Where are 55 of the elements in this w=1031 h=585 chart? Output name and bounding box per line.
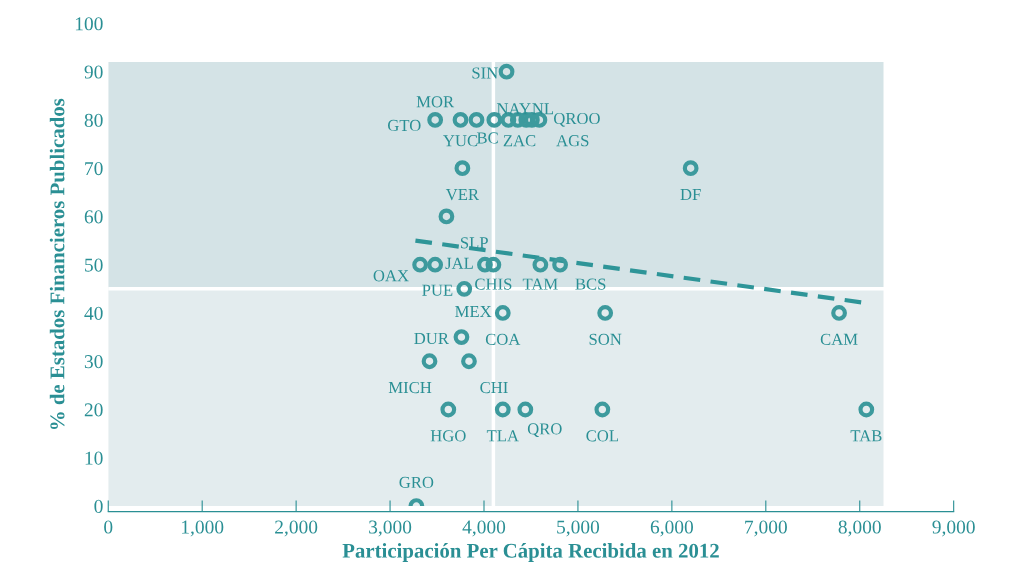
annotation: NAY xyxy=(496,103,531,115)
annotation: MICH xyxy=(388,381,432,394)
annotation: OAX xyxy=(373,270,409,282)
y-tick-label: 50 xyxy=(85,258,103,272)
annotation: PUE xyxy=(422,284,453,296)
x-tick-label: 5,000 xyxy=(557,520,600,537)
y-tick-label: 40 xyxy=(84,306,103,320)
annotation: DUR xyxy=(414,332,449,345)
annotation: SLP xyxy=(460,237,488,249)
annotation: TLA xyxy=(486,430,519,442)
y-tick-label: 70 xyxy=(85,162,103,176)
annotation: CHI xyxy=(480,381,508,394)
annotation: NL xyxy=(532,103,554,115)
y-tick-label: 90 xyxy=(84,65,103,79)
x-tick-label: 8,000 xyxy=(838,520,881,537)
annotation: COA xyxy=(485,333,521,345)
x-tick-label: 6,000 xyxy=(650,520,693,537)
annotation: BC xyxy=(476,132,498,144)
x-tick-label: 9,000 xyxy=(932,520,975,537)
x-tick-label: 3,000 xyxy=(369,520,412,537)
x-tick-label: 4,000 xyxy=(462,520,506,537)
annotation: TAB xyxy=(850,430,882,442)
annotation: MEX xyxy=(455,306,492,317)
annotation: JAL xyxy=(445,257,473,269)
annotation: QROO xyxy=(553,112,600,127)
y-tick-label: 100 xyxy=(75,17,103,31)
x-tick-label: 0 xyxy=(104,520,113,534)
annotation: CHIS xyxy=(475,278,512,290)
annotation: COL xyxy=(586,430,619,442)
annotation: AGS xyxy=(556,135,589,147)
x-tick-label: 2,000 xyxy=(275,520,318,537)
annotation: BCS xyxy=(575,278,606,290)
annotation: SIN xyxy=(472,67,498,79)
annotation: GRO xyxy=(399,476,434,488)
y-tick-label: 20 xyxy=(84,403,103,417)
annotation: GTO xyxy=(387,119,421,132)
x-tick-label: 7,000 xyxy=(745,520,787,537)
annotation: CAM xyxy=(820,333,858,345)
annotation: HGO xyxy=(430,430,466,442)
annotation: YUC xyxy=(443,135,478,147)
x-axis-title: Participación Per Cápita Recibida en 2012 xyxy=(342,543,719,563)
annotation: SON xyxy=(589,333,622,345)
y-tick-label: 30 xyxy=(84,355,103,369)
y-tick-label: 0 xyxy=(94,499,103,513)
annotation: MOR xyxy=(416,96,455,108)
annotation: VER xyxy=(445,189,480,201)
annotation: DF xyxy=(680,189,701,201)
y-tick-label: 10 xyxy=(85,451,103,465)
y-axis-title: % de Estados Financieros Publicados xyxy=(49,98,65,430)
annotation: ZAC xyxy=(503,135,536,147)
y-tick-label: 60 xyxy=(84,210,103,224)
y-tick-label: 80 xyxy=(84,113,103,127)
annotation: TAM xyxy=(522,278,558,290)
x-tick-label: 1,000 xyxy=(182,520,224,537)
annotation: QRO xyxy=(527,423,562,438)
